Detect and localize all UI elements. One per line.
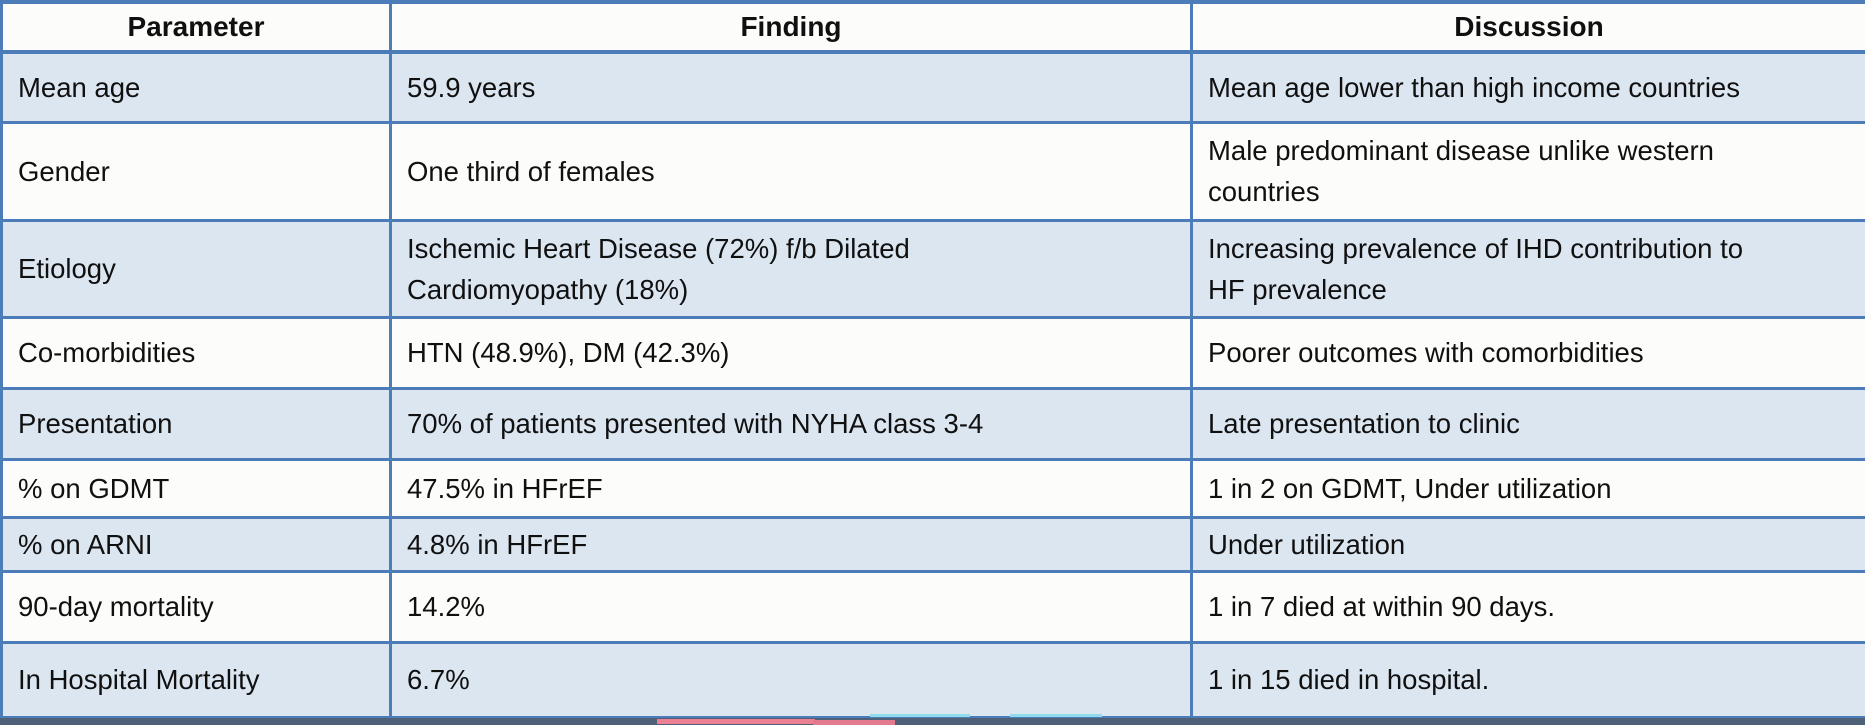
cell-finding: 59.9 years [389, 50, 1193, 125]
cell-finding: 4.8% in HFrEF [389, 515, 1193, 574]
cell-finding: 70% of patients presented with NYHA clas… [389, 386, 1193, 461]
cell-finding: 6.7% [389, 640, 1193, 720]
bottom-edge-cyan-artifact [1010, 714, 1102, 717]
cell-parameter: In Hospital Mortality [0, 640, 392, 720]
cell-parameter: Gender [0, 121, 392, 222]
column-header-discussion: Discussion [1190, 0, 1865, 54]
cell-discussion: Poorer outcomes with comorbidities [1190, 315, 1865, 390]
cell-finding: One third of females [389, 121, 1193, 222]
cell-parameter: % on GDMT [0, 457, 392, 519]
cell-finding: 14.2% [389, 570, 1193, 644]
cell-parameter: Co-morbidities [0, 315, 392, 390]
cell-discussion: 1 in 7 died at within 90 days. [1190, 570, 1865, 644]
cell-parameter: Mean age [0, 50, 392, 125]
cell-finding: 47.5% in HFrEF [389, 457, 1193, 519]
cell-parameter: 90-day mortality [0, 570, 392, 644]
table-header-row: Parameter Finding Discussion [0, 0, 1865, 54]
cell-discussion: Under utilization [1190, 515, 1865, 574]
cell-discussion: Male predominant disease unlike western … [1190, 121, 1865, 222]
cell-finding: HTN (48.9%), DM (42.3%) [389, 315, 1193, 390]
column-header-finding: Finding [389, 0, 1193, 54]
cell-discussion: Increasing prevalence of IHD contributio… [1190, 218, 1865, 319]
table-row-mean-age: Mean age 59.9 years Mean age lower than … [0, 50, 1865, 125]
column-header-parameter: Parameter [0, 0, 392, 54]
table-row-in-hospital-mortality: In Hospital Mortality 6.7% 1 in 15 died … [0, 640, 1865, 720]
table-row-gdmt: % on GDMT 47.5% in HFrEF 1 in 2 on GDMT,… [0, 457, 1865, 519]
bottom-edge-pink-artifact [813, 720, 895, 725]
bottom-edge-bar [0, 718, 1865, 725]
bottom-edge-pink-artifact [657, 719, 815, 724]
table-row-etiology: Etiology Ischemic Heart Disease (72%) f/… [0, 218, 1865, 319]
table-row-gender: Gender One third of females Male predomi… [0, 121, 1865, 222]
table-row-comorbidities: Co-morbidities HTN (48.9%), DM (42.3%) P… [0, 315, 1865, 390]
table-row-presentation: Presentation 70% of patients presented w… [0, 386, 1865, 461]
cell-discussion: 1 in 2 on GDMT, Under utilization [1190, 457, 1865, 519]
cell-parameter: % on ARNI [0, 515, 392, 574]
cell-discussion: 1 in 15 died in hospital. [1190, 640, 1865, 720]
cell-discussion: Mean age lower than high income countrie… [1190, 50, 1865, 125]
table-row-90-day-mortality: 90-day mortality 14.2% 1 in 7 died at wi… [0, 570, 1865, 644]
cell-discussion: Late presentation to clinic [1190, 386, 1865, 461]
cell-parameter: Etiology [0, 218, 392, 319]
cell-parameter: Presentation [0, 386, 392, 461]
bottom-edge-cyan-artifact [870, 714, 970, 717]
cell-finding: Ischemic Heart Disease (72%) f/b Dilated… [389, 218, 1193, 319]
table-row-arni: % on ARNI 4.8% in HFrEF Under utilizatio… [0, 515, 1865, 574]
